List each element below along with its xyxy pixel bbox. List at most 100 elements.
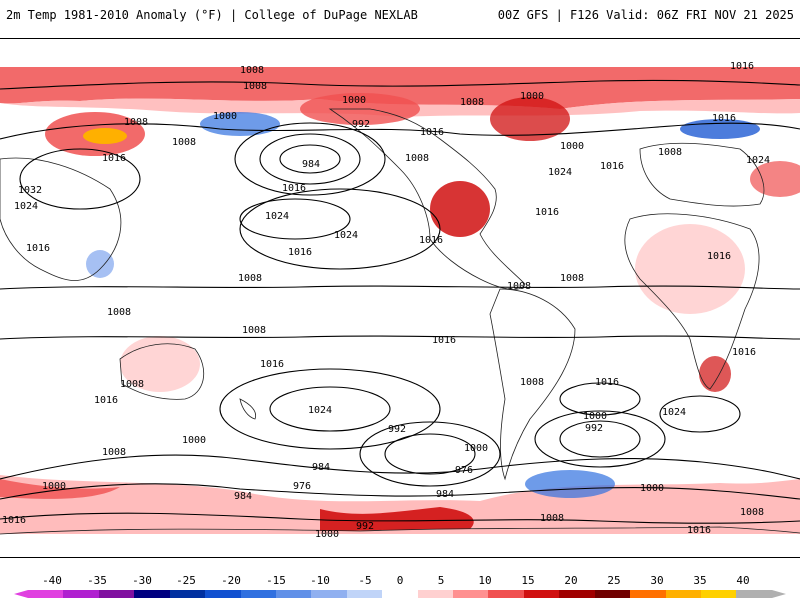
isobar-label: 1024 (14, 201, 38, 212)
colorbar-swatch (417, 590, 454, 598)
isobar-tropics (0, 285, 800, 290)
isobar-label: 1008 (243, 81, 267, 92)
isobar-labels: 1008 1008 1000 1008 1008 1000 992 984 10… (2, 61, 770, 540)
isobar-label: 1000 (315, 529, 339, 540)
colorbar-tick: 40 (736, 574, 750, 587)
colorbar-swatch (701, 590, 737, 598)
isobar-label: 1016 (420, 127, 444, 138)
coast-australia (119, 343, 204, 400)
colorbar-tick: 25 (607, 574, 621, 587)
isobar-label: 1000 (520, 91, 544, 102)
colorbar-swatch (488, 590, 524, 598)
colorbar-swatch (559, 590, 595, 598)
isobar-label: 1000 (464, 443, 488, 454)
isobar-label: 1008 (560, 273, 584, 284)
isobar-label: 1008 (240, 65, 264, 76)
colorbar-tick: 5 (437, 574, 445, 587)
isobar-label: 1016 (94, 395, 118, 406)
isobar-low-so (384, 433, 476, 475)
isobar-low-so-4 (534, 410, 666, 468)
colorbar-swatch (382, 590, 418, 598)
isobar-label: 984 (436, 489, 454, 500)
colorbar-tick: -25 (176, 574, 196, 587)
isobar-label: 1016 (419, 235, 443, 246)
isobar-low-so-2 (359, 421, 501, 487)
isobar-label: 1016 (260, 359, 284, 370)
isobar-label: 1008 (124, 117, 148, 128)
colorbar-swatch (523, 590, 560, 598)
coast-asia (0, 157, 122, 281)
isobar-label: 992 (352, 119, 370, 130)
anomaly-alaska-cold (200, 112, 280, 136)
colorbar-swatch (453, 590, 489, 598)
map-panel[interactable]: 1008 1008 1000 1008 1008 1000 992 984 10… (0, 38, 800, 558)
isobar-label: 1000 (213, 111, 237, 122)
isobar-label: 1024 (334, 230, 358, 241)
colorbar-tick: -10 (310, 574, 330, 587)
anomaly-australia-warm (120, 336, 200, 392)
isobar-arctic (0, 79, 800, 90)
isobar-high-io (659, 395, 741, 433)
colorbar-swatch (134, 590, 170, 598)
coast-africa (624, 213, 760, 390)
isobar-high-pacific (239, 198, 351, 240)
isobar-label: 1024 (265, 211, 289, 222)
anomaly-seasia-cold (86, 250, 114, 278)
colorbar-swatch (169, 590, 206, 598)
isobar-label: 1016 (732, 347, 756, 358)
isobar-label: 1016 (2, 515, 26, 526)
isobar-high-pacific-2 (239, 188, 441, 270)
colorbar-tick: -40 (42, 574, 62, 587)
isobar-low-so-3 (559, 420, 641, 458)
isobar-label: 1016 (26, 243, 50, 254)
isobar-label: 1008 (172, 137, 196, 148)
isobar-label: 1000 (42, 481, 66, 492)
colorbar-tick: -30 (132, 574, 152, 587)
isobar-label: 992 (388, 424, 406, 435)
colorbar-swatch (275, 590, 312, 598)
colorbar-gradient (28, 590, 772, 598)
colorbar-swatch (665, 590, 702, 598)
colorbar-swatch (311, 590, 347, 598)
isobar-label: 1000 (342, 95, 366, 106)
colorbar-swatch (346, 590, 383, 598)
isobar-low-np (279, 144, 341, 174)
coastlines (0, 108, 800, 535)
colorbar-max-arrow (772, 590, 786, 598)
anomaly-africa-warm (635, 224, 745, 314)
isobar-label: 976 (455, 465, 473, 476)
coast-south-america (489, 288, 576, 481)
isobar-label: 1008 (120, 379, 144, 390)
isobar-low-np-2 (259, 133, 361, 185)
isobar-high-ea (19, 148, 141, 210)
isobar-label: 1000 (583, 411, 607, 422)
isobar-label: 1016 (432, 335, 456, 346)
isobar-label: 1024 (662, 407, 686, 418)
product-title: 2m Temp 1981-2010 Anomaly (°F) | College… (6, 8, 418, 22)
coast-nz (239, 398, 257, 420)
isobar-label: 1032 (18, 185, 42, 196)
isobar-label: 1016 (535, 207, 559, 218)
colorbar-tick: -35 (87, 574, 107, 587)
isobar-label: 984 (302, 159, 320, 170)
isobar-label: 1016 (712, 113, 736, 124)
coast-europe (639, 142, 765, 207)
colorbar-legend: -40 -35 -30 -25 -20 -15 -10 -5 0 5 10 15… (0, 568, 800, 600)
isobar-label: 1024 (548, 167, 572, 178)
isobar-label: 1008 (242, 325, 266, 336)
isobar-label: 1024 (308, 405, 332, 416)
model-run-info: 00Z GFS | F126 Valid: 06Z FRI NOV 21 202… (497, 8, 794, 22)
colorbar-swatch (594, 590, 631, 598)
anomaly-map[interactable]: 1008 1008 1000 1008 1008 1000 992 984 10… (0, 39, 800, 558)
isobar-label: 1016 (730, 61, 754, 72)
isobar-band-1 (0, 454, 800, 480)
isobar-label: 1024 (746, 155, 770, 166)
colorbar-tick: 0 (396, 574, 404, 587)
colorbar-tick: -15 (266, 574, 286, 587)
colorbar-swatch (28, 590, 64, 598)
isobar-high-sp-2 (219, 368, 441, 450)
colorbar-swatch (205, 590, 241, 598)
anomaly-arctic-warm (0, 67, 800, 109)
colorbar-min-arrow (14, 590, 28, 598)
anomaly-siberia-core (83, 128, 127, 144)
